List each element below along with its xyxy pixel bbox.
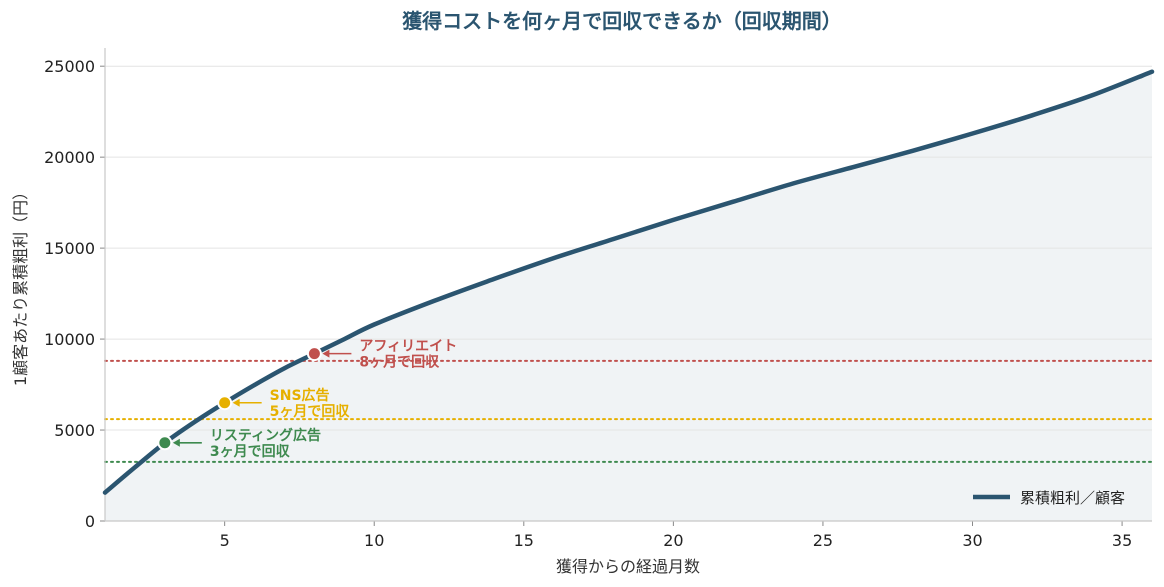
annotation-payback-label: 3ヶ月で回収 — [210, 443, 291, 460]
annotation-arrowhead — [322, 349, 330, 358]
annotation-arrowhead — [172, 438, 180, 447]
y-tick-label: 10000 — [44, 330, 95, 349]
payback-marker — [157, 435, 173, 451]
y-tick-label: 0 — [85, 512, 95, 531]
x-tick-label: 25 — [813, 531, 833, 550]
x-tick-label: 35 — [1112, 531, 1132, 550]
annotation-channel-label: アフィリエイト — [359, 339, 457, 355]
cumulative-profit-line — [102, 69, 1155, 495]
legend: 累積粗利／顧客 — [973, 489, 1125, 507]
annotation-payback-label: 5ヶ月で回収 — [270, 403, 351, 420]
y-tick-label: 15000 — [44, 239, 95, 258]
payback-marker — [306, 346, 322, 362]
payback-marker — [217, 395, 233, 411]
x-tick-label: 15 — [514, 531, 534, 550]
annotation-arrowhead — [232, 398, 240, 407]
legend-label: 累積粗利／顧客 — [1020, 489, 1125, 507]
chart-title: 獲得コストを何ヶ月で回収できるか（回収期間） — [402, 9, 842, 33]
x-tick-label: 30 — [962, 531, 982, 550]
x-axis-label: 獲得からの経過月数 — [556, 557, 700, 576]
y-axis-label: 1顧客あたり累積粗利（円） — [11, 184, 30, 386]
y-tick-label: 25000 — [44, 57, 95, 76]
x-tick-label: 5 — [220, 531, 230, 550]
x-tick-label: 10 — [364, 531, 384, 550]
annotation-channel-label: リスティング広告 — [210, 427, 321, 444]
annotation-payback-label: 8ヶ月で回収 — [359, 354, 440, 371]
y-tick-label: 20000 — [44, 148, 95, 167]
area-fill — [105, 71, 1152, 521]
y-tick-label: 5000 — [54, 421, 95, 440]
annotation-channel-label: SNS広告 — [270, 387, 330, 404]
x-tick-label: 20 — [663, 531, 683, 550]
